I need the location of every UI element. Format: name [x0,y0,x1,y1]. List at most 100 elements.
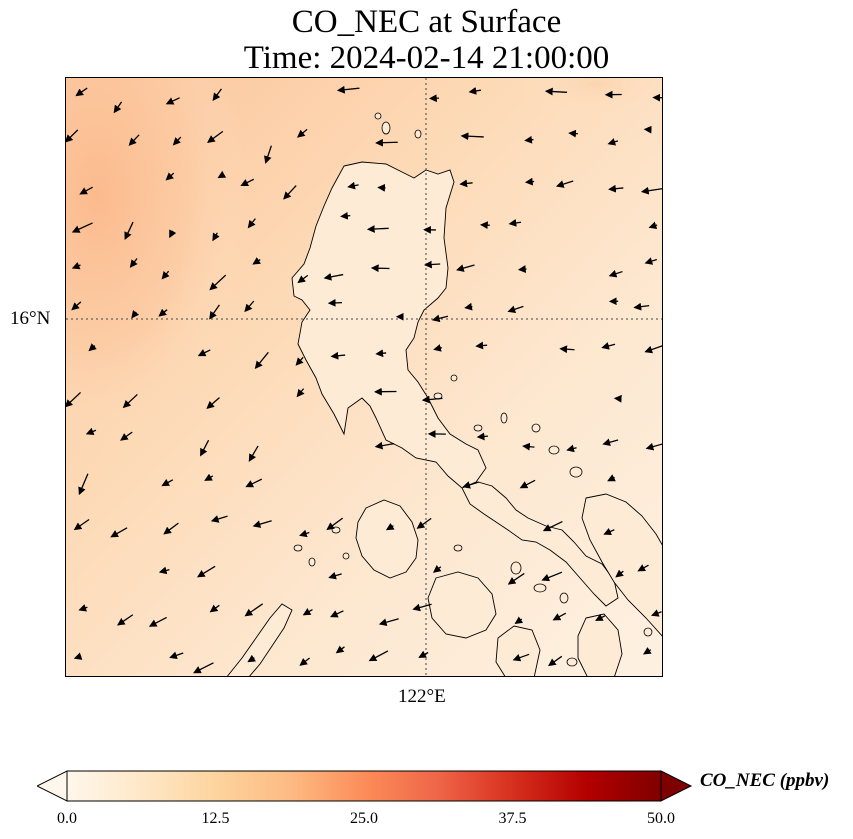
wind-arrow [336,85,360,94]
wind-arrow [601,342,616,350]
wind-arrow [512,653,530,662]
coastline-palawan [227,603,293,676]
wind-arrow [169,651,184,660]
wind-arrow [366,225,389,233]
wind-arrow [66,129,79,143]
longitude-tick-label: 122°E [398,686,446,707]
coastline-leyte [577,613,623,676]
wind-arrow [524,177,535,186]
wind-arrow [507,572,525,585]
wind-arrow [519,479,536,489]
coastline-mindoro [355,499,419,579]
wind-arrow [244,603,264,617]
wind-arrow [120,431,133,441]
wind-arrow [148,616,167,627]
wind-arrow [163,522,179,535]
wind-arrow [172,136,182,146]
colorbar-tick-label: 0.0 [57,810,77,827]
wind-vector-field [66,85,662,674]
colorbar-tick-label: 37.5 [498,810,527,827]
wind-arrow [462,481,479,489]
coastline-panay [427,571,497,639]
wind-arrow [326,517,344,531]
wind-arrow [615,569,624,578]
map-panel [65,77,663,677]
wind-arrow [165,97,180,105]
coastline-bicol [461,481,619,607]
colorbar-tick-label: 25.0 [350,810,378,827]
wind-arrow [648,221,658,230]
wind-arrow [607,138,619,146]
wind-arrow [460,132,484,141]
small-islands [293,112,653,667]
wind-arrow [71,301,82,311]
wind-arrow [555,180,574,188]
wind-arrow [603,527,615,536]
colorbar-tick-label: 12.5 [201,810,230,827]
wind-arrow [158,308,168,317]
wind-arrow [328,571,342,580]
wind-arrow [79,186,93,195]
wind-arrow [297,274,309,284]
wind-arrow [566,444,577,453]
wind-arrow [421,395,443,404]
wind-arrow [650,609,662,617]
colorbar-gradient [66,770,662,802]
wind-arrow [522,442,535,451]
latitude-tick-label: 16°N [10,308,51,329]
wind-arrow [193,662,214,674]
coastline-samar [581,493,662,637]
wind-arrow [71,261,81,270]
wind-arrow [71,222,93,233]
wind-arrow [508,219,522,227]
colorbar [35,770,697,806]
wind-arrow [412,603,432,612]
wind-arrow [209,604,220,613]
wind-arrow [644,345,662,354]
wind-arrow [374,441,395,450]
wind-arrow [476,432,488,441]
wind-arrow [78,604,88,612]
wind-arrow [330,351,346,360]
wind-arrow [299,529,310,538]
wind-arrow [212,88,222,102]
wind-arrow [524,135,534,144]
wind-arrow [131,309,140,319]
wind-arrow [210,515,228,523]
wind-arrow [552,612,567,621]
wind-arrow [117,614,134,626]
wind-arrow [431,314,449,323]
wind-arrow [252,520,272,528]
wind-arrow [459,179,473,188]
wind-arrow [645,442,662,451]
wind-arrow [644,257,658,265]
wind-arrow [327,298,343,307]
wind-arrow [370,264,390,273]
wind-arrow [110,527,128,538]
wind-arrow [197,349,211,357]
wind-arrow [378,618,399,626]
colorbar-extend-min [35,770,68,802]
wind-arrow [78,473,89,496]
wind-arrow [245,478,263,488]
wind-arrow [88,343,97,352]
wind-arrow [602,438,619,447]
wind-arrow [607,474,616,482]
wind-arrow [340,211,351,220]
wind-arrow [209,274,227,291]
wind-arrow [244,300,255,313]
wind-arrow [247,218,256,229]
wind-arrow [637,564,649,572]
wind-arrow [248,445,259,462]
wind-arrow [207,130,224,143]
chart-title: CO_NEC at Surface [291,4,562,40]
wind-arrow [424,260,441,269]
wind-arrow [161,270,170,280]
wind-arrow [128,134,140,146]
wind-arrow [217,170,227,179]
wind-arrow [206,397,220,409]
wind-arrow [283,185,297,200]
wind-arrow [73,518,90,531]
wind-arrow [640,186,662,195]
wind-arrow [548,655,563,667]
